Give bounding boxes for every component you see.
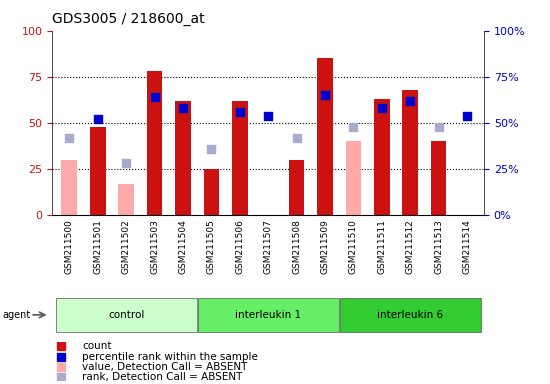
Text: count: count bbox=[82, 341, 112, 351]
Text: GDS3005 / 218600_at: GDS3005 / 218600_at bbox=[52, 12, 205, 25]
FancyBboxPatch shape bbox=[197, 298, 339, 332]
Point bbox=[65, 134, 74, 141]
Text: GSM211512: GSM211512 bbox=[406, 219, 415, 274]
Text: control: control bbox=[108, 310, 144, 320]
Point bbox=[292, 134, 301, 141]
Text: GSM211504: GSM211504 bbox=[178, 219, 188, 274]
Text: GSM211511: GSM211511 bbox=[377, 219, 386, 274]
Point bbox=[321, 92, 329, 98]
Text: GSM211507: GSM211507 bbox=[263, 219, 273, 274]
Bar bbox=[345, 141, 361, 215]
Point bbox=[179, 105, 188, 111]
Text: GSM211513: GSM211513 bbox=[434, 219, 443, 274]
Text: GSM211500: GSM211500 bbox=[65, 219, 74, 274]
Text: GSM211503: GSM211503 bbox=[150, 219, 159, 274]
FancyBboxPatch shape bbox=[56, 298, 196, 332]
Bar bbox=[374, 99, 389, 215]
Text: GSM211506: GSM211506 bbox=[235, 219, 244, 274]
Bar bbox=[204, 169, 219, 215]
Text: agent: agent bbox=[3, 310, 31, 320]
Text: GSM211502: GSM211502 bbox=[122, 219, 130, 274]
Bar bbox=[403, 90, 418, 215]
Bar bbox=[62, 160, 77, 215]
Point bbox=[122, 161, 130, 167]
Bar bbox=[232, 101, 248, 215]
Point bbox=[264, 113, 273, 119]
Text: interleukin 1: interleukin 1 bbox=[235, 310, 301, 320]
Bar bbox=[289, 160, 304, 215]
Point bbox=[377, 105, 386, 111]
Text: GSM211509: GSM211509 bbox=[321, 219, 329, 274]
Text: GSM211501: GSM211501 bbox=[93, 219, 102, 274]
Text: rank, Detection Call = ABSENT: rank, Detection Call = ABSENT bbox=[82, 372, 243, 382]
Text: GSM211514: GSM211514 bbox=[463, 219, 471, 274]
Point bbox=[434, 124, 443, 130]
Point bbox=[207, 146, 216, 152]
Bar bbox=[147, 71, 162, 215]
Point bbox=[94, 116, 102, 122]
Point bbox=[349, 124, 358, 130]
Text: GSM211508: GSM211508 bbox=[292, 219, 301, 274]
Bar bbox=[317, 58, 333, 215]
Point bbox=[235, 109, 244, 115]
Point bbox=[463, 113, 471, 119]
Point bbox=[406, 98, 415, 104]
Bar bbox=[175, 101, 191, 215]
Text: GSM211505: GSM211505 bbox=[207, 219, 216, 274]
Point bbox=[150, 94, 159, 100]
FancyBboxPatch shape bbox=[340, 298, 481, 332]
Text: GSM211510: GSM211510 bbox=[349, 219, 358, 274]
Bar bbox=[90, 127, 106, 215]
Text: interleukin 6: interleukin 6 bbox=[377, 310, 443, 320]
Bar bbox=[431, 141, 447, 215]
Text: percentile rank within the sample: percentile rank within the sample bbox=[82, 352, 258, 362]
Text: value, Detection Call = ABSENT: value, Detection Call = ABSENT bbox=[82, 362, 248, 372]
Bar bbox=[118, 184, 134, 215]
